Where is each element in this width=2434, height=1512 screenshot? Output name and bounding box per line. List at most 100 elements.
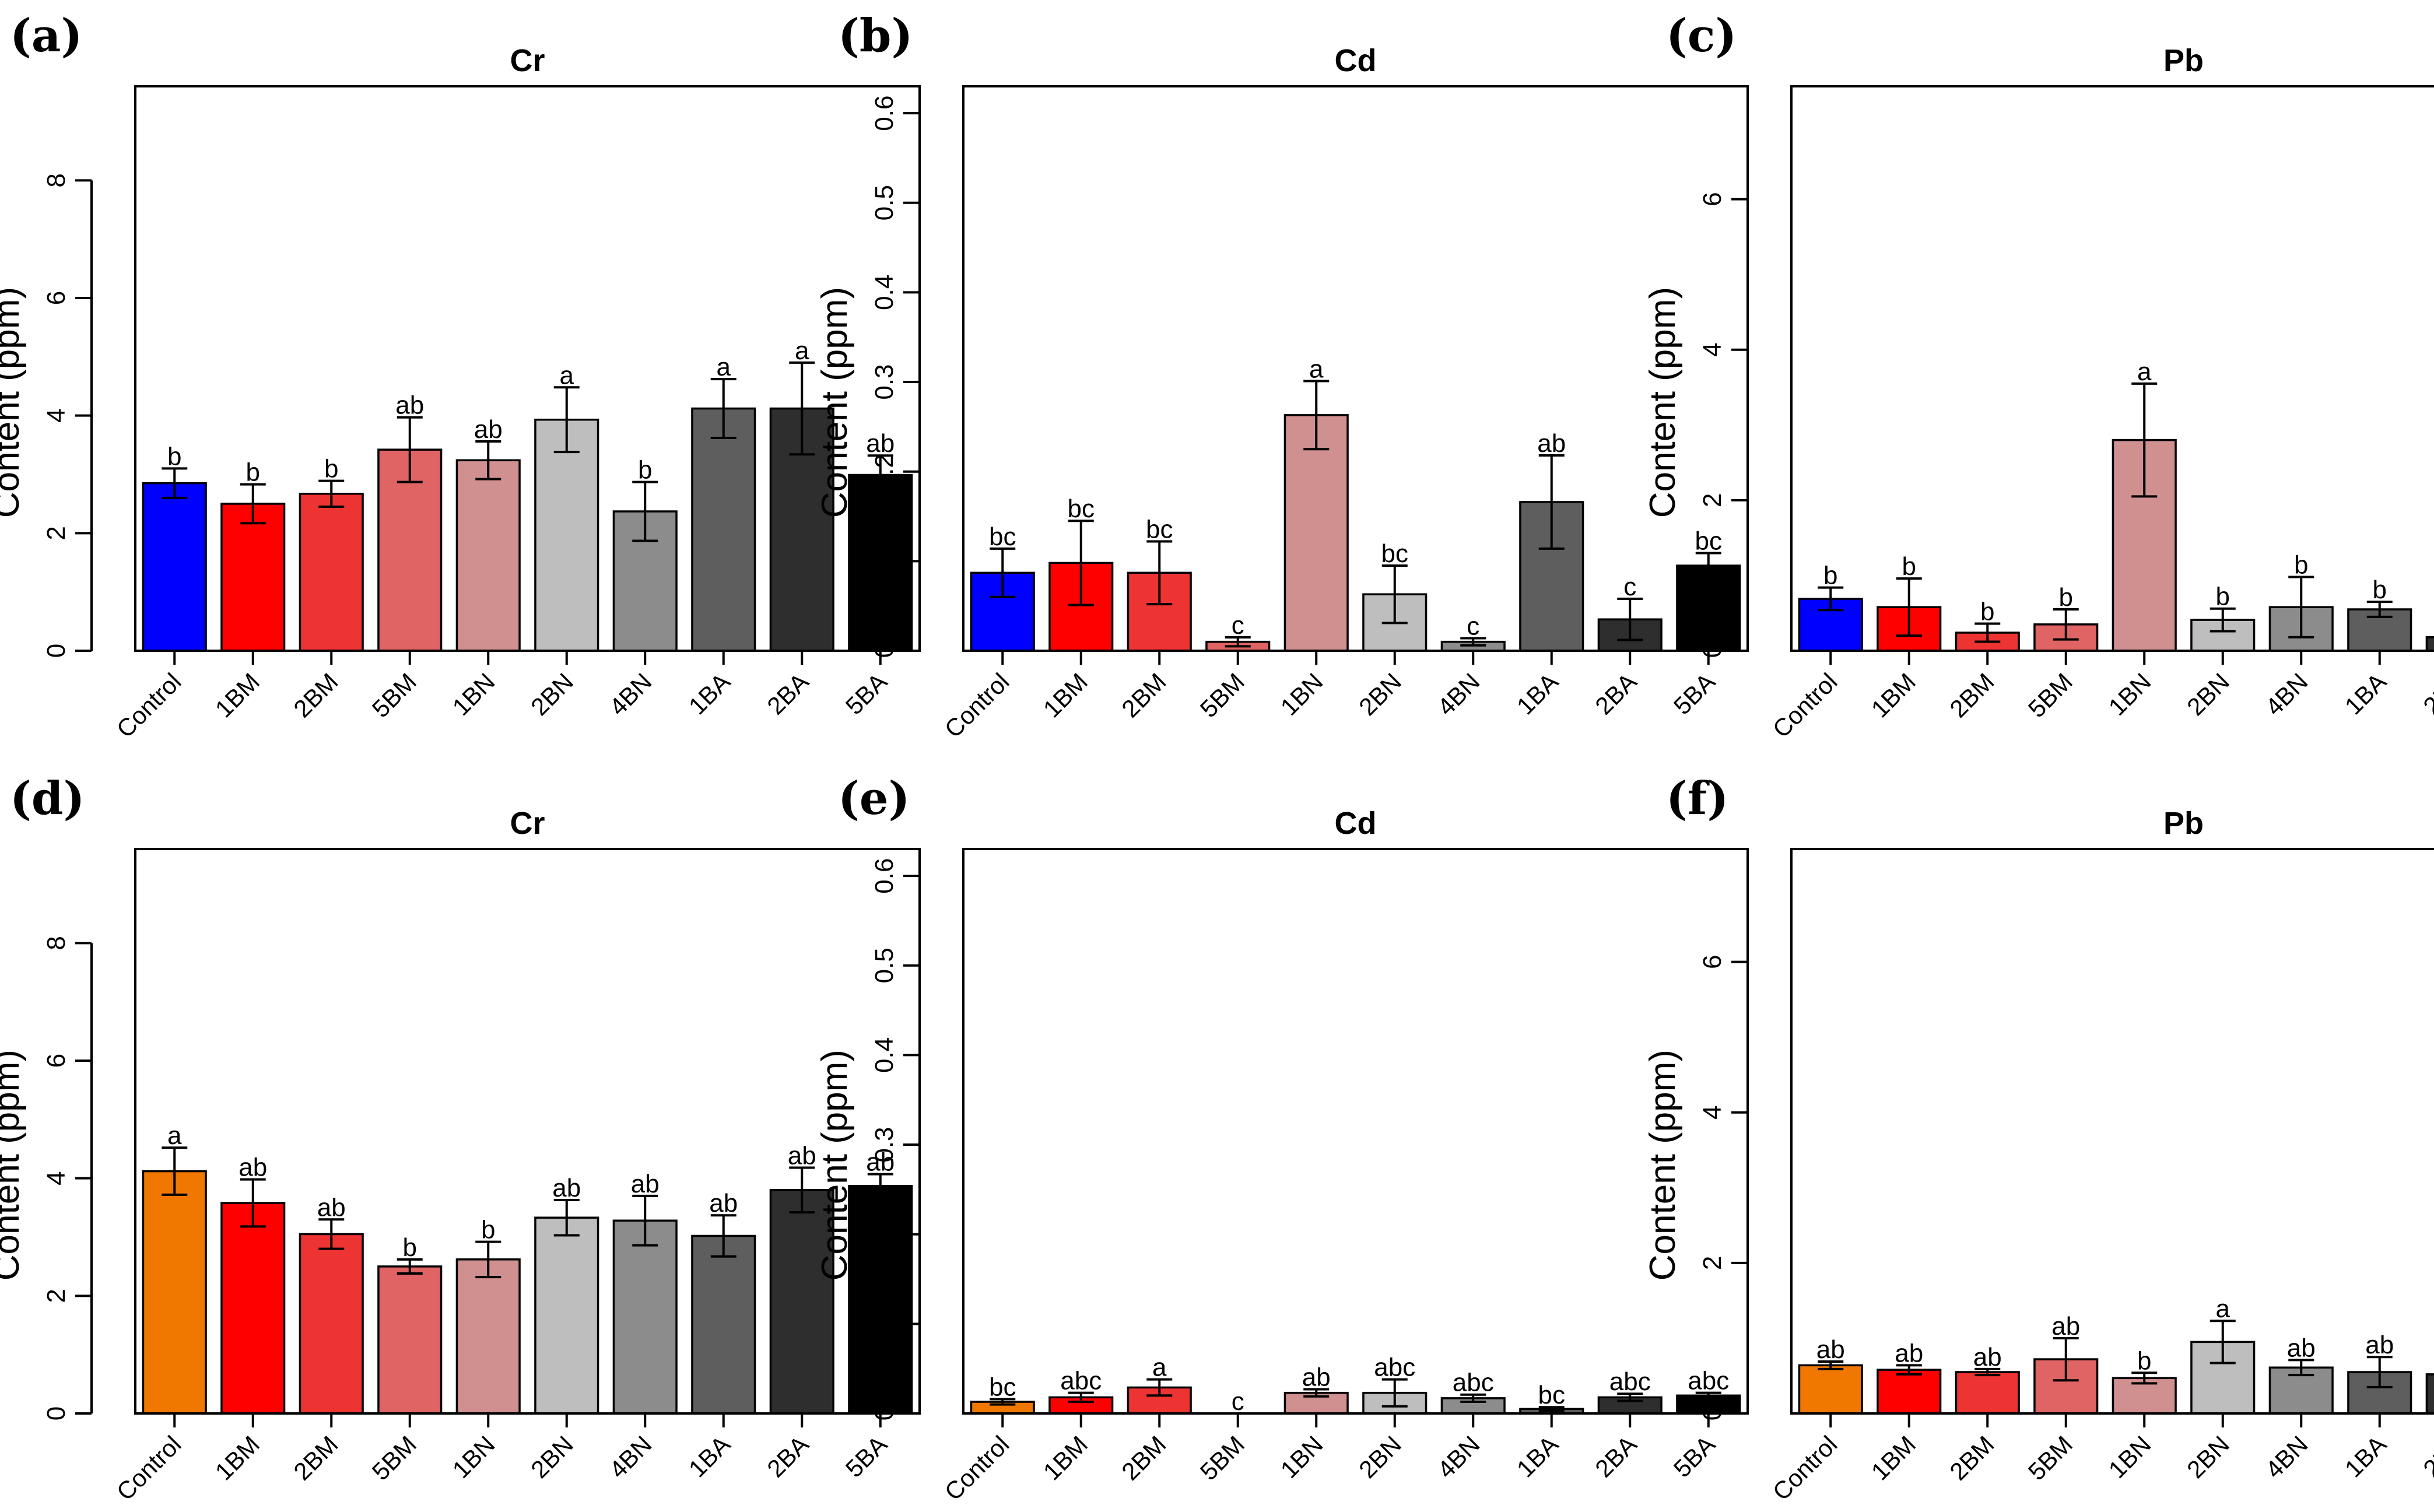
x-tick-label: 1BA bbox=[2340, 668, 2391, 720]
significance-letter: bc bbox=[1146, 515, 1173, 544]
x-tick-label: 1BM bbox=[210, 1430, 265, 1485]
x-tick-label: 4BN bbox=[604, 1430, 657, 1483]
significance-letter: b bbox=[246, 458, 260, 487]
x-tick-label: 1BM bbox=[1866, 1430, 1921, 1485]
y-tick-label: 2 bbox=[1698, 493, 1727, 507]
y-tick-label: 0.1 bbox=[870, 543, 899, 579]
significance-letter: abc bbox=[1609, 1367, 1651, 1396]
significance-letter: abc bbox=[1688, 1367, 1729, 1395]
x-tick-label: 2BN bbox=[525, 668, 578, 721]
panel-title: Pb bbox=[2163, 43, 2204, 78]
x-tick-label: 1BA bbox=[683, 1430, 735, 1482]
panel-e: (e) Cd Content (ppm) 0 0.1 0.2 0.3 0.4 0.5 0.6 bc C… bbox=[815, 772, 1749, 1506]
y-tick-label: 0.2 bbox=[870, 454, 899, 489]
y-tick-label: 0 bbox=[870, 1406, 899, 1420]
x-tick-label: 1BN bbox=[1275, 1430, 1328, 1483]
x-tick-label: 5BM bbox=[1195, 668, 1250, 722]
significance-letter: a bbox=[2137, 357, 2152, 386]
panel-tag: (b) bbox=[838, 9, 913, 62]
significance-letter: b bbox=[1902, 552, 1916, 581]
significance-letter: bc bbox=[989, 1373, 1016, 1401]
y-tick-label: 4 bbox=[42, 1171, 71, 1185]
x-tick-label: 1BA bbox=[2340, 1430, 2391, 1482]
y-tick-label: 0.4 bbox=[870, 1037, 899, 1073]
y-tick-label: 2 bbox=[42, 526, 71, 540]
significance-letter: b bbox=[2137, 1346, 2151, 1375]
y-tick-label: 6 bbox=[1698, 955, 1727, 969]
significance-letter: ab bbox=[788, 1142, 816, 1170]
panel-title: Cd bbox=[1335, 43, 1377, 78]
significance-letter: bc bbox=[1068, 494, 1095, 523]
significance-letter: b bbox=[2216, 583, 2230, 611]
bar-2BM bbox=[1955, 1371, 2020, 1415]
bar-1BM bbox=[1877, 1369, 1942, 1415]
y-tick-label: 0 bbox=[42, 1406, 71, 1420]
bar-Control bbox=[1798, 1364, 1863, 1415]
significance-letter: ab bbox=[1816, 1335, 1845, 1364]
y-tick-label: 0 bbox=[1698, 644, 1727, 658]
significance-letter: ab bbox=[1973, 1343, 2002, 1371]
y-tick-label: 2 bbox=[1698, 1256, 1727, 1270]
panel-tag: (e) bbox=[838, 772, 910, 825]
x-tick-label: Control bbox=[939, 1430, 1015, 1506]
significance-letter: ab bbox=[866, 429, 895, 458]
bar-1BM bbox=[220, 1202, 286, 1415]
panel-tag: (a) bbox=[10, 9, 82, 62]
x-tick-label: 5BA bbox=[840, 1430, 892, 1482]
x-tick-label: 2BM bbox=[288, 668, 343, 722]
x-tick-label: 2BN bbox=[2182, 1430, 2235, 1483]
panel-title: Cd bbox=[1335, 806, 1377, 841]
bar-5BA bbox=[848, 473, 913, 652]
significance-letter: b bbox=[1980, 598, 1994, 626]
y-tick-label: 4 bbox=[1698, 1105, 1727, 1119]
panel-title: Pb bbox=[2163, 806, 2204, 841]
x-tick-label: 4BN bbox=[1432, 668, 1485, 721]
bar-Control bbox=[142, 482, 207, 652]
significance-letter: ab bbox=[866, 1148, 895, 1177]
significance-letter: ab bbox=[239, 1153, 267, 1182]
y-tick-label: 8 bbox=[42, 936, 71, 950]
significance-letter: ab bbox=[474, 415, 503, 444]
significance-letter: ab bbox=[2051, 1312, 2080, 1341]
y-axis-label: Content (ppm) bbox=[1643, 1050, 1683, 1281]
y-tick-label: 0 bbox=[42, 644, 71, 658]
significance-letter: c bbox=[1623, 573, 1636, 601]
x-tick-label: 1BN bbox=[447, 668, 500, 721]
significance-letter: ab bbox=[317, 1193, 346, 1222]
significance-letter: b bbox=[481, 1216, 495, 1244]
y-tick-label: 0.4 bbox=[870, 275, 899, 310]
y-tick-label: 0.3 bbox=[870, 364, 899, 399]
significance-letter: b bbox=[2059, 583, 2073, 612]
bar-5BA bbox=[1676, 564, 1741, 652]
y-axis-label: Content (ppm) bbox=[1643, 287, 1683, 518]
y-tick-label: 0 bbox=[870, 644, 899, 658]
significance-letter: abc bbox=[1374, 1353, 1415, 1382]
significance-letter: bc bbox=[1695, 527, 1722, 556]
significance-letter: a bbox=[167, 1121, 182, 1150]
panel-tag: (c) bbox=[1666, 9, 1737, 62]
x-tick-label: 4BN bbox=[2260, 668, 2313, 721]
x-tick-label: Control bbox=[111, 668, 187, 743]
bar-1BM bbox=[220, 503, 286, 652]
significance-letter: abc bbox=[1453, 1369, 1494, 1397]
y-tick-label: 0 bbox=[1698, 1406, 1727, 1420]
x-tick-label: 5BA bbox=[1668, 1430, 1720, 1482]
bar-2BN bbox=[534, 1216, 599, 1415]
bar-2BN bbox=[534, 418, 599, 652]
y-tick-label: 6 bbox=[1698, 192, 1727, 206]
y-tick-label: 8 bbox=[42, 173, 71, 187]
significance-letter: a bbox=[1309, 355, 1324, 384]
significance-letter: ab bbox=[552, 1174, 581, 1202]
significance-letter: ab bbox=[709, 1189, 738, 1218]
x-tick-label: Control bbox=[111, 1430, 187, 1506]
x-tick-label: Control bbox=[1767, 1430, 1843, 1506]
plot-frame bbox=[962, 848, 1749, 1415]
x-tick-label: 2BM bbox=[1944, 668, 1999, 722]
x-tick-label: 5BA bbox=[840, 668, 892, 720]
x-tick-label: 2BA bbox=[2418, 668, 2434, 720]
significance-letter: a bbox=[717, 353, 731, 381]
x-tick-label: 5BM bbox=[367, 668, 422, 722]
x-tick-label: 1BN bbox=[2103, 668, 2156, 721]
